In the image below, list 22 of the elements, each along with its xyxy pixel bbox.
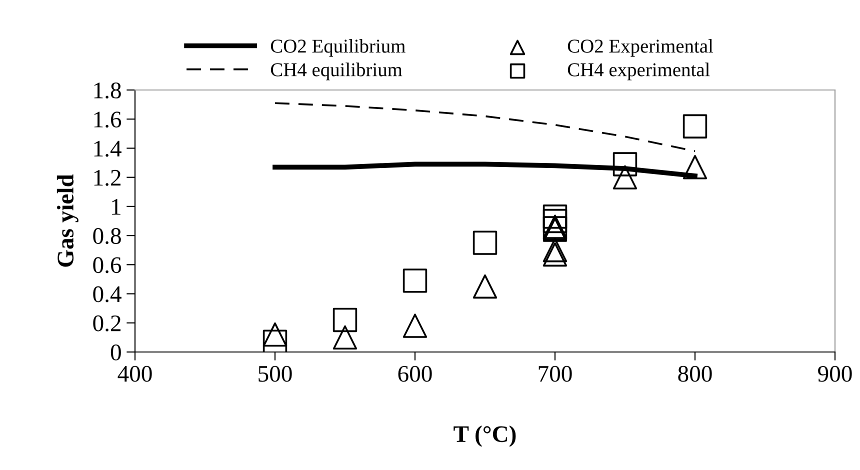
x-tick-label: 800 <box>678 366 712 382</box>
y-tick-label: 0.8 <box>93 228 121 244</box>
y-tick-label: 0.6 <box>93 257 122 274</box>
y-tick-label: 0 <box>110 344 121 360</box>
x-tick-label: 400 <box>118 366 152 382</box>
y-axis-title: Gas yield <box>56 174 78 267</box>
x-axis-title: T (°C) <box>454 425 516 447</box>
x-tick-label: 700 <box>538 366 572 382</box>
y-tick-label: 1.6 <box>94 112 122 128</box>
x-tick-label: 900 <box>818 366 852 382</box>
legend-label: CH4 equilibrium <box>270 62 402 80</box>
x-tick-label: 600 <box>398 366 432 382</box>
y-tick-label: 1.4 <box>94 140 122 157</box>
y-tick-label: 1.8 <box>94 82 121 99</box>
legend-label: CO2 Experimental <box>568 39 714 57</box>
legend-label: CO2 Equilibrium <box>270 39 406 57</box>
legend-label: CH4 experimental <box>568 62 710 80</box>
x-tick-label: 500 <box>258 366 292 382</box>
y-tick-label: 1 <box>112 199 120 215</box>
y-tick-label: 0.4 <box>93 286 122 302</box>
y-tick-label: 0.2 <box>93 315 121 332</box>
y-tick-label: 1.2 <box>94 170 121 186</box>
